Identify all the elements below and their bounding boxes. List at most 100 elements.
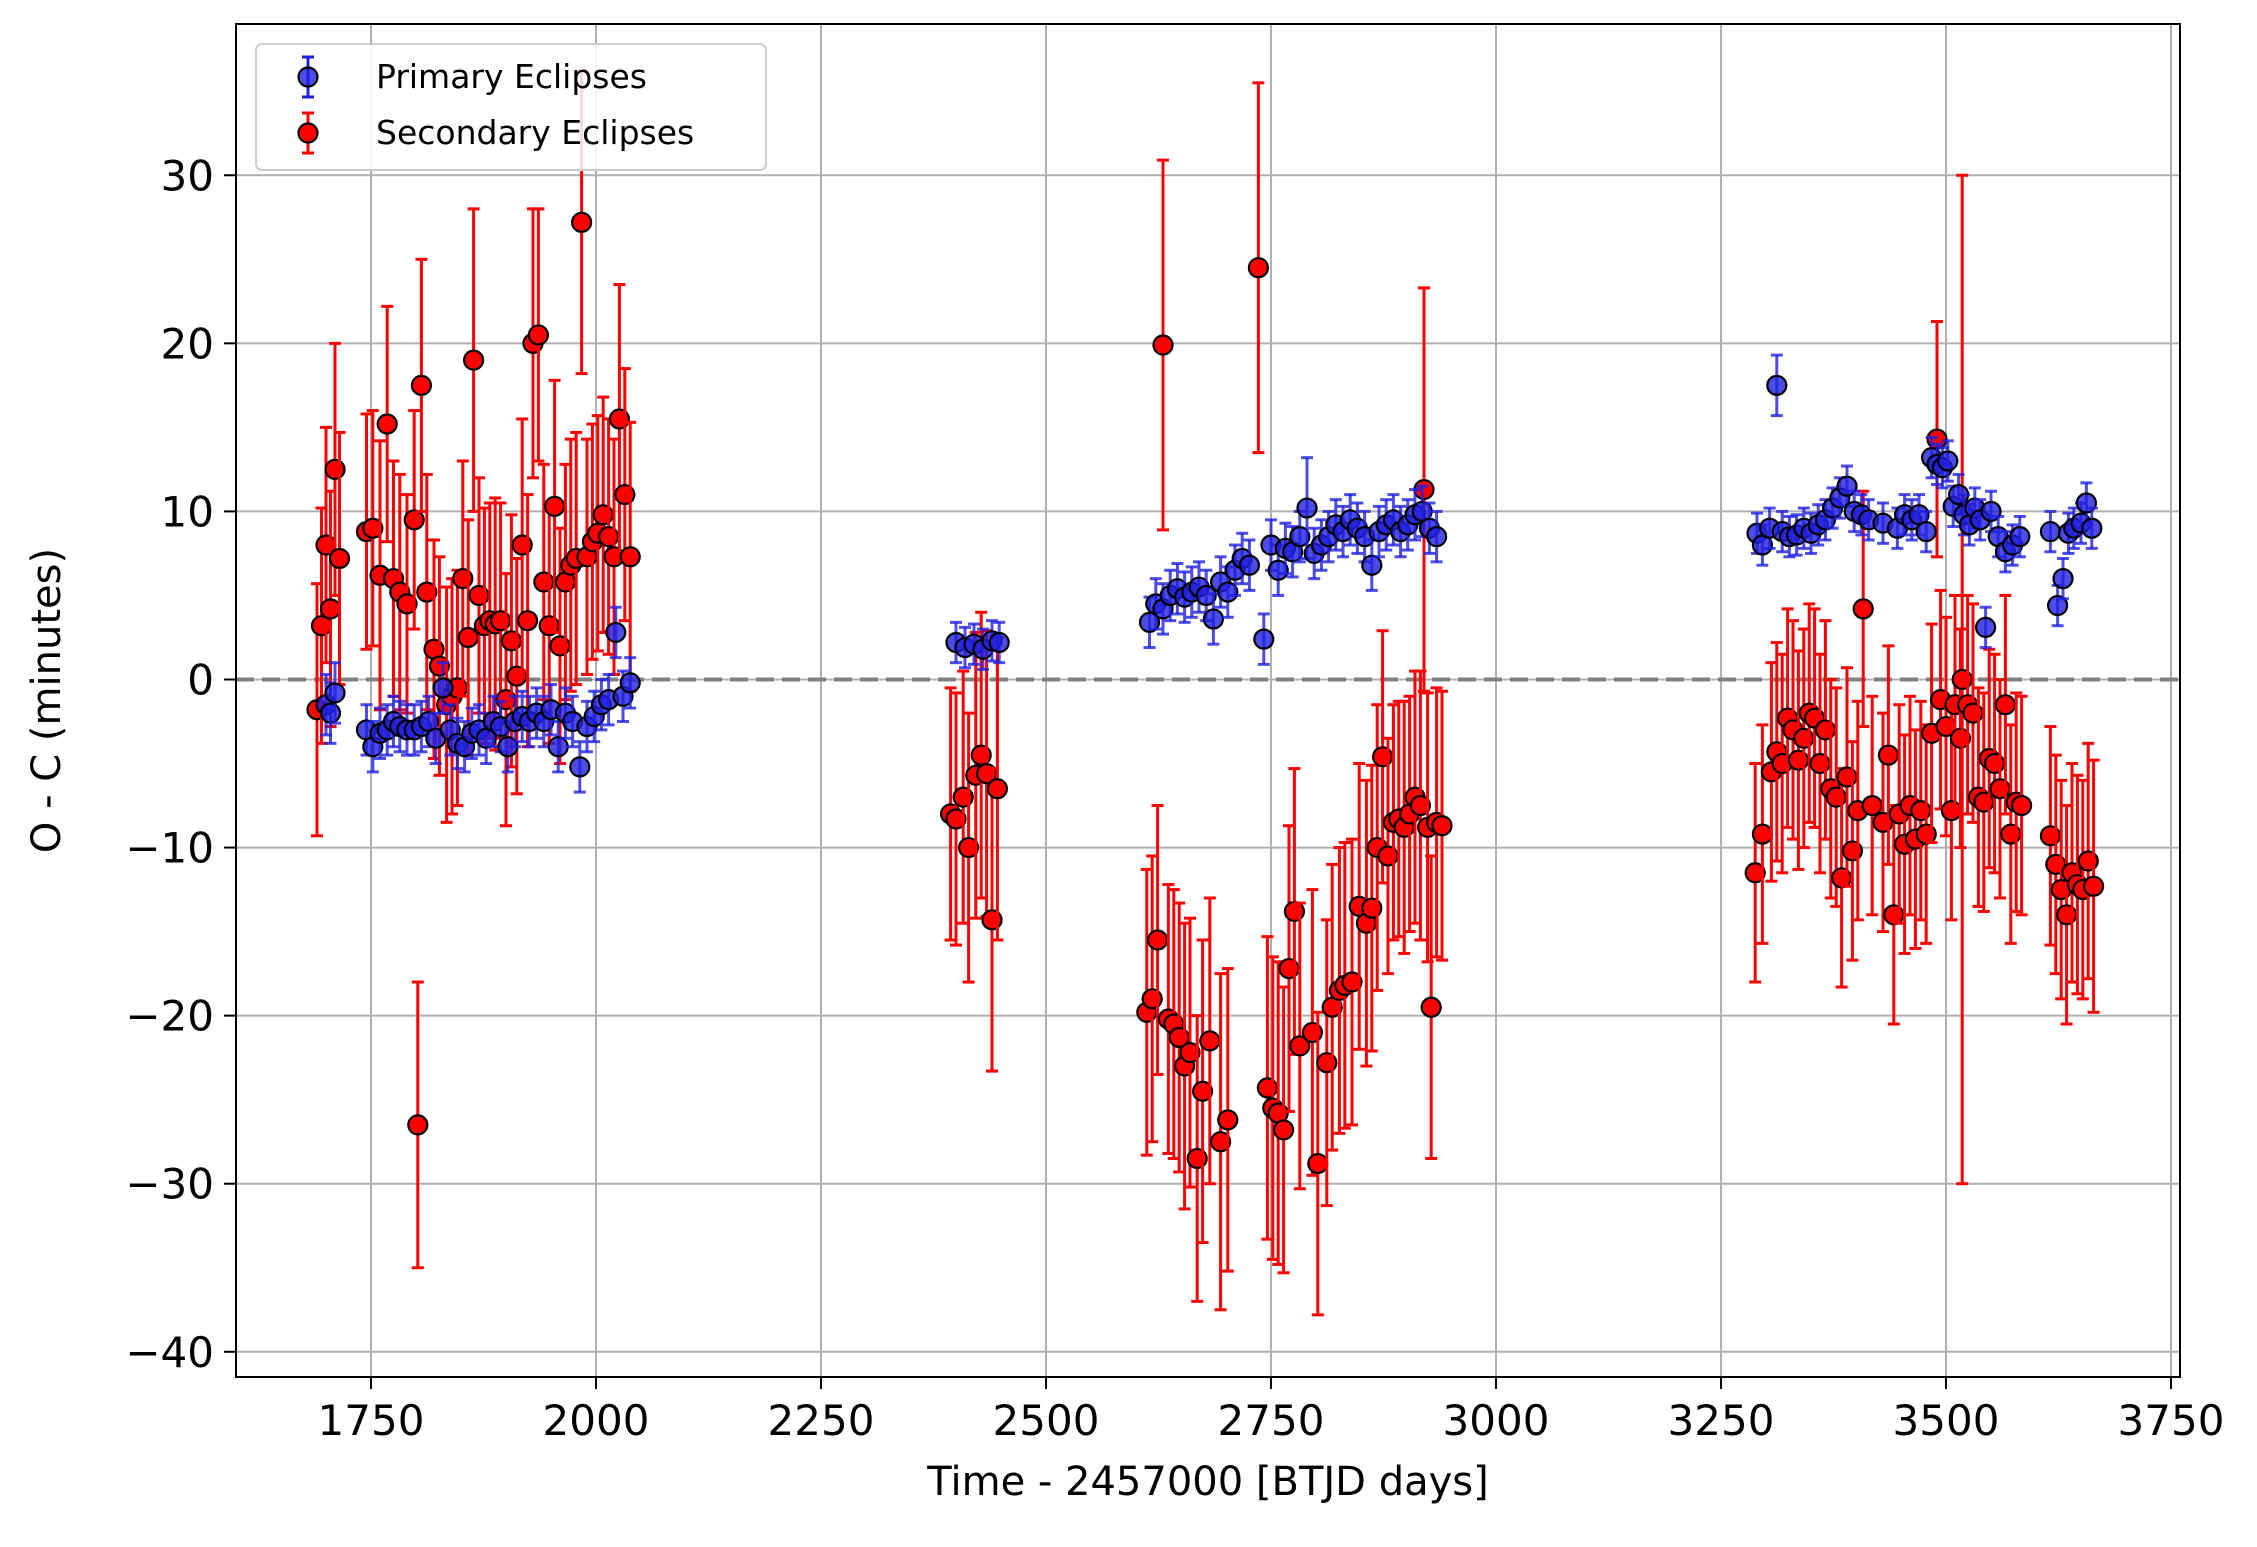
data-point [1253,628,1275,650]
x-tick-label: 2000 [543,1396,650,1445]
data-point [1247,257,1270,279]
x-tick-label: 2250 [768,1396,875,1445]
data-point [1766,374,1788,396]
data-point [1199,1030,1221,1052]
y-tick-label: 10 [161,487,214,536]
data-point [463,349,485,371]
data-point [432,677,454,699]
data-point [619,546,641,568]
x-axis-label: Time - 2457000 [BTJD days] [926,1459,1488,1505]
data-point [1195,584,1217,607]
y-tick-label: −10 [125,824,214,873]
data-point [396,593,418,615]
data-point [1974,616,1997,638]
data-point [2009,526,2031,548]
y-tick-label: 30 [161,151,214,200]
data-point [2039,520,2061,543]
data-point [1146,929,1169,951]
data-point [2010,794,2033,817]
data-point [324,458,346,480]
plot-frame [235,23,2181,1378]
data-point [1877,744,1900,766]
data-point [1744,862,1766,884]
data-point [407,1114,429,1136]
legend-box [255,43,767,171]
data-point [605,621,627,644]
data-point [2083,875,2105,897]
data-point [516,610,539,632]
data-point [403,509,425,531]
legend-label-secondary: Secondary Eclipses [376,113,694,152]
data-point [1238,554,1261,576]
data-point [1431,815,1453,837]
data-point [1425,526,1448,548]
y-tick-label: 20 [161,319,214,368]
data-point [1420,996,1442,1018]
x-tick-label: 2750 [1218,1396,1325,1445]
data-point [1289,526,1311,548]
data-point [2081,517,2103,539]
data-point [527,324,550,346]
y-axis-label: O - C (minutes) [24,548,70,853]
data-point [1341,971,1363,993]
data-point [457,626,479,649]
data-point [328,547,351,570]
data-point [1861,794,1883,817]
data-point [1915,520,1937,543]
data-point [1751,823,1774,845]
data-point [1994,694,2017,716]
data-point [570,211,593,233]
x-tick-label: 3500 [1893,1396,2000,1445]
series-primary [315,353,2103,794]
legend-marker [297,66,319,88]
data-point [988,631,1010,654]
data-point [1202,608,1225,630]
data-point [1409,794,1432,817]
data-point [1361,554,1383,576]
y-tick-label: −40 [125,1328,214,1377]
data-point [410,374,432,396]
data-point [1272,1119,1295,1141]
data-point [1949,727,1972,749]
legend: Primary Eclipses Secondary Eclipses [255,43,767,171]
x-tick-label: 3000 [1443,1396,1550,1445]
data-point [547,736,569,758]
data-point [1138,611,1161,633]
data-point [319,598,342,620]
data-point [1852,598,1874,620]
data-point [957,836,980,859]
legend-label-primary: Primary Eclipses [376,57,647,96]
data-point [1296,497,1318,519]
data-point [1209,1131,1232,1153]
data-point [362,517,384,539]
legend-marker [297,122,319,144]
data-point [416,581,438,603]
data-point [324,682,346,704]
data-point [1152,334,1174,356]
x-tick-label: 3250 [1668,1396,1775,1445]
data-point [569,756,591,778]
y-tick-label: 0 [187,655,214,704]
data-point [1289,1035,1311,1057]
data-point [2047,594,2069,617]
x-tick-label: 2500 [993,1396,1100,1445]
data-point [1179,1042,1201,1064]
y-tick-label: −20 [125,992,214,1041]
data-point [376,413,398,435]
data-point [619,672,641,694]
y-tick-label: −30 [125,1160,214,1209]
data-point [1191,1080,1214,1102]
data-point [543,495,566,517]
x-tick-label: 1750 [318,1396,425,1445]
data-point [1940,799,1963,822]
data-point [986,778,1009,800]
data-point [2052,568,2074,590]
data-point [319,702,342,724]
x-tick-label: 3750 [2118,1396,2225,1445]
data-point [1307,1152,1329,1175]
data-point [945,808,967,830]
data-point [1217,1109,1239,1131]
data-point [1937,450,1959,472]
